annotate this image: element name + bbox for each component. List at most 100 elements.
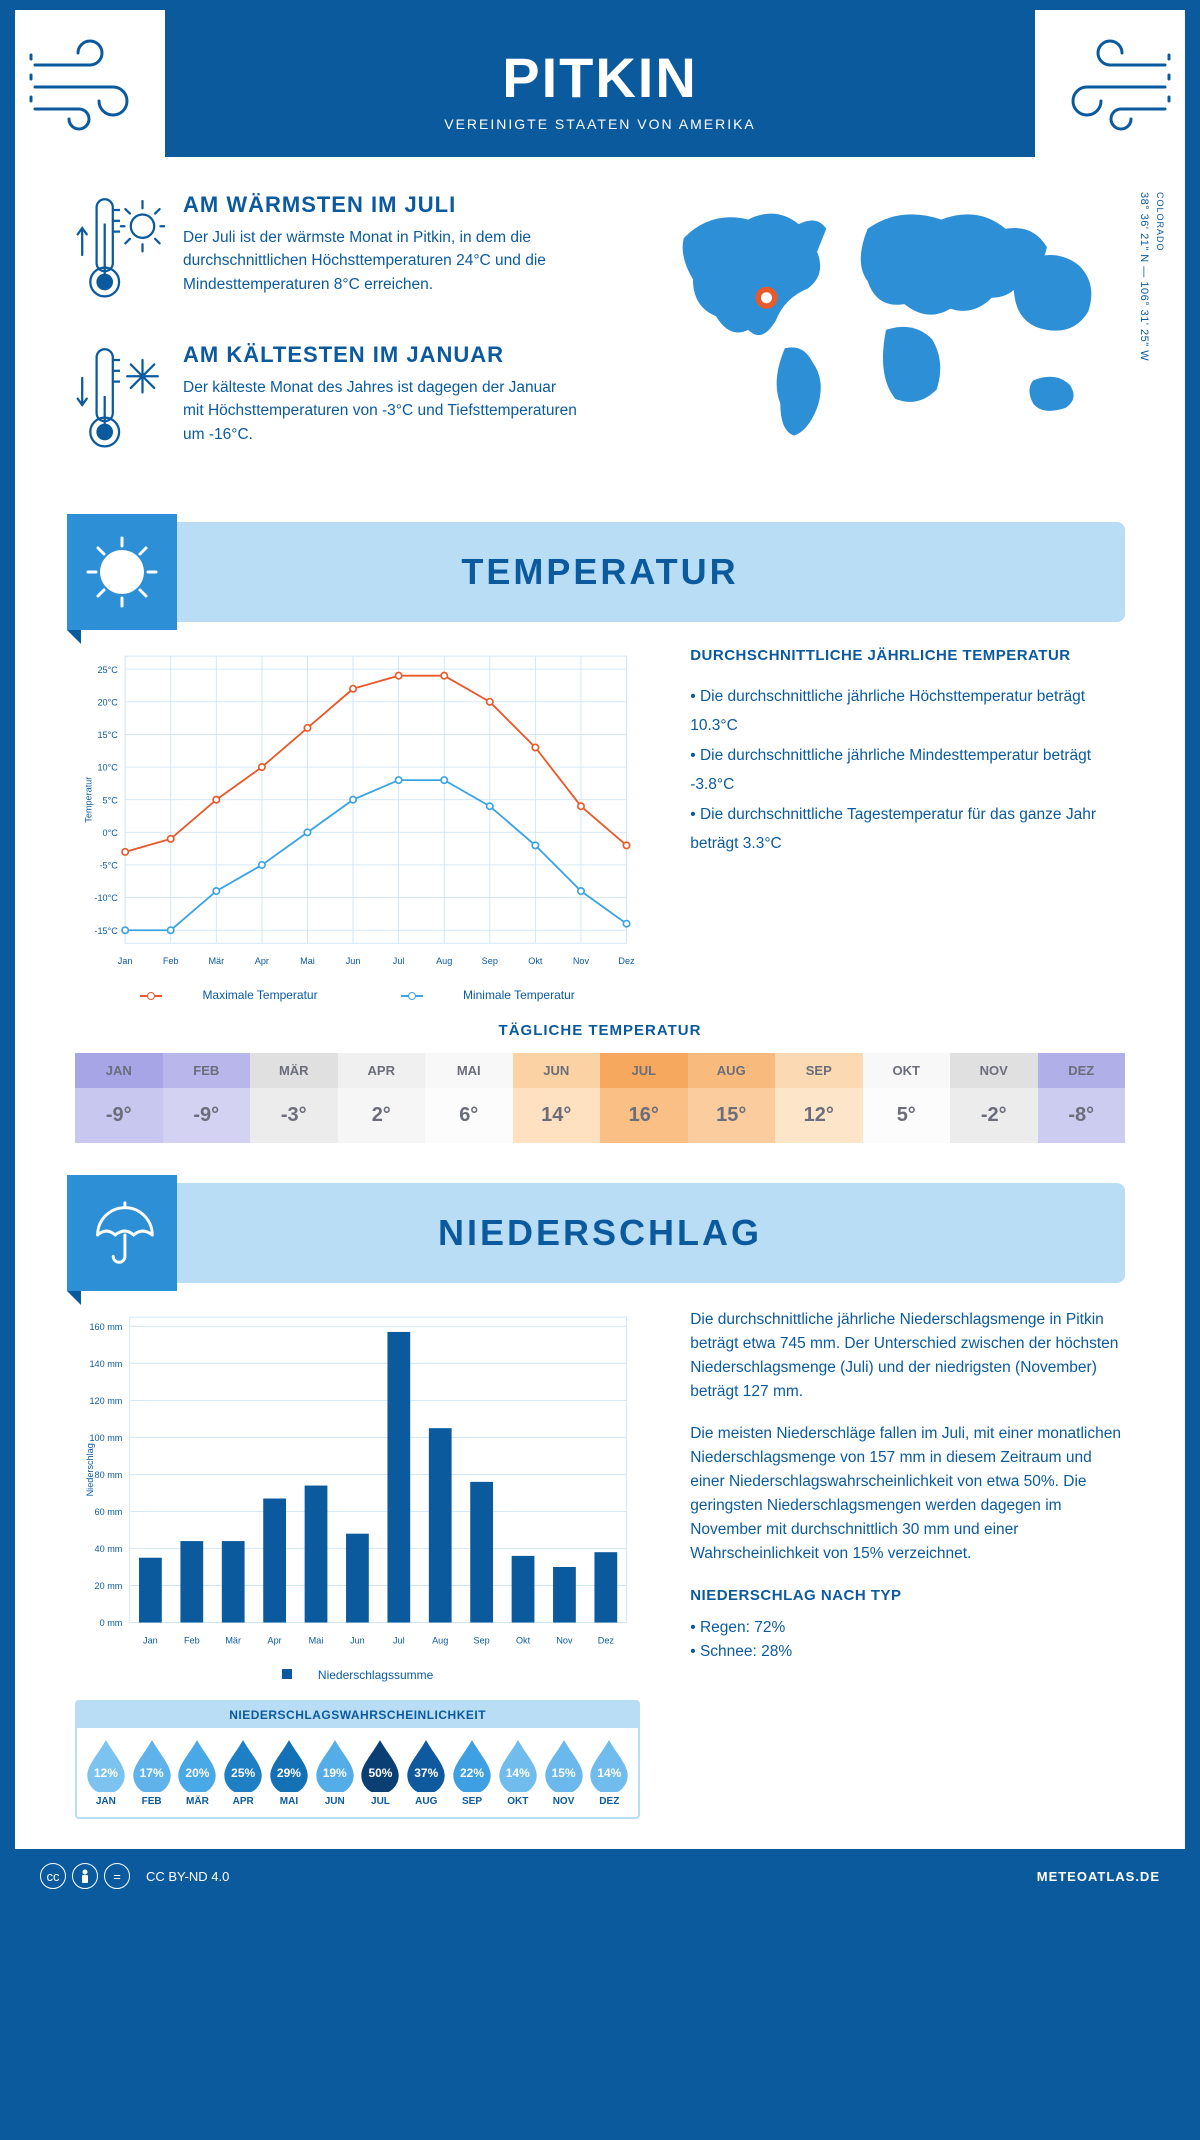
svg-text:Jun: Jun — [346, 956, 361, 966]
precip-type-2: • Schnee: 28% — [690, 1640, 1125, 1664]
wind-decoration-left — [15, 10, 165, 170]
wind-decoration-right — [1035, 10, 1185, 170]
footer: cc = CC BY-ND 4.0 METEOATLAS.DE — [15, 1849, 1185, 1904]
probability-drop: 50%JUL — [358, 1738, 404, 1807]
probability-drop: 17%FEB — [129, 1738, 175, 1807]
license-block: cc = CC BY-ND 4.0 — [40, 1863, 229, 1889]
svg-text:Okt: Okt — [528, 956, 543, 966]
svg-text:Mai: Mai — [300, 956, 315, 966]
svg-text:Nov: Nov — [556, 1636, 573, 1646]
svg-text:-15°C: -15°C — [94, 926, 118, 936]
precipitation-section-header: NIEDERSCHLAG — [75, 1183, 1125, 1283]
svg-text:Aug: Aug — [432, 1636, 448, 1646]
temp-chart-legend: .leg-sw:nth-child(1)::before{border-colo… — [75, 988, 640, 1002]
by-icon — [72, 1863, 98, 1889]
svg-text:Mär: Mär — [208, 956, 224, 966]
daily-temp-cell: APR 2° — [338, 1053, 426, 1143]
daily-temp-cell: FEB -9° — [163, 1053, 251, 1143]
daily-temp-cell: JAN -9° — [75, 1053, 163, 1143]
svg-text:Mai: Mai — [309, 1636, 324, 1646]
daily-temp-cell: JUN 14° — [513, 1053, 601, 1143]
svg-text:60 mm: 60 mm — [95, 1507, 123, 1517]
svg-text:80 mm: 80 mm — [95, 1470, 123, 1480]
svg-text:Jun: Jun — [350, 1636, 365, 1646]
precip-type-1: • Regen: 72% — [690, 1616, 1125, 1640]
temperature-title: TEMPERATUR — [461, 551, 738, 593]
daily-temp-cell: MÄR -3° — [250, 1053, 338, 1143]
svg-text:20°C: 20°C — [97, 697, 118, 707]
page-header: PITKIN VEREINIGTE STAATEN VON AMERIKA — [15, 15, 1185, 157]
svg-text:0 mm: 0 mm — [100, 1618, 123, 1628]
probability-drop: 22%SEP — [449, 1738, 495, 1807]
daily-temp-cell: JUL 16° — [600, 1053, 688, 1143]
svg-text:20 mm: 20 mm — [95, 1581, 123, 1591]
temperature-info: DURCHSCHNITTLICHE JÄHRLICHE TEMPERATUR •… — [690, 647, 1125, 1002]
precipitation-bar-chart: 0 mm20 mm40 mm60 mm80 mm100 mm120 mm140 … — [75, 1308, 640, 1654]
svg-text:0°C: 0°C — [103, 828, 119, 838]
svg-text:Aug: Aug — [436, 956, 452, 966]
svg-text:15°C: 15°C — [97, 730, 118, 740]
precipitation-probability-box: NIEDERSCHLAGSWAHRSCHEINLICHKEIT 12%JAN17… — [75, 1700, 640, 1819]
warmest-title: AM WÄRMSTEN IM JULI — [183, 192, 577, 218]
umbrella-icon — [67, 1175, 177, 1291]
probability-drop: 25%APR — [220, 1738, 266, 1807]
svg-text:Apr: Apr — [255, 956, 269, 966]
svg-text:Nov: Nov — [573, 956, 590, 966]
svg-text:Feb: Feb — [184, 1636, 200, 1646]
svg-text:Niederschlag: Niederschlag — [85, 1443, 95, 1496]
coldest-title: AM KÄLTESTEN IM JANUAR — [183, 342, 577, 368]
temperature-section-header: TEMPERATUR — [75, 522, 1125, 622]
probability-title: NIEDERSCHLAGSWAHRSCHEINLICHKEIT — [77, 1702, 638, 1728]
svg-text:Jul: Jul — [393, 956, 405, 966]
svg-text:Temperatur: Temperatur — [83, 777, 93, 823]
daily-temp-cell: OKT 5° — [863, 1053, 951, 1143]
daily-temp-cell: DEZ -8° — [1038, 1053, 1126, 1143]
svg-text:-5°C: -5°C — [100, 861, 119, 871]
svg-text:Mär: Mär — [225, 1636, 241, 1646]
probability-drop: 14%DEZ — [586, 1738, 632, 1807]
precip-chart-legend: Niederschlagssumme — [75, 1668, 640, 1682]
temp-bullet-2: • Die durchschnittliche jährliche Mindes… — [690, 741, 1125, 800]
location-title: PITKIN — [15, 45, 1185, 110]
precip-p2: Die meisten Niederschläge fallen im Juli… — [690, 1422, 1125, 1566]
precip-type-heading: NIEDERSCHLAG NACH TYP — [690, 1584, 1125, 1607]
daily-temp-cell: SEP 12° — [775, 1053, 863, 1143]
svg-text:Okt: Okt — [516, 1636, 531, 1646]
daily-temp-cell: NOV -2° — [950, 1053, 1038, 1143]
svg-text:Jul: Jul — [393, 1636, 405, 1646]
temp-info-heading: DURCHSCHNITTLICHE JÄHRLICHE TEMPERATUR — [690, 647, 1125, 664]
precip-p1: Die durchschnittliche jährliche Niedersc… — [690, 1308, 1125, 1404]
probability-drop: 14%OKT — [495, 1738, 541, 1807]
svg-text:Dez: Dez — [618, 956, 635, 966]
region-label: COLORADO — [1155, 192, 1165, 252]
intro-section: AM WÄRMSTEN IM JULI Der Juli ist der wär… — [75, 192, 1125, 492]
svg-text:25°C: 25°C — [97, 665, 118, 675]
daily-temp-cell: MAI 6° — [425, 1053, 513, 1143]
svg-text:-10°C: -10°C — [94, 893, 118, 903]
probability-drop: 12%JAN — [83, 1738, 129, 1807]
svg-text:Apr: Apr — [268, 1636, 282, 1646]
nd-icon: = — [104, 1863, 130, 1889]
warmest-text: Der Juli ist der wärmste Monat in Pitkin… — [183, 226, 577, 296]
svg-text:160 mm: 160 mm — [90, 1322, 123, 1332]
svg-text:100 mm: 100 mm — [90, 1433, 123, 1443]
svg-text:5°C: 5°C — [103, 795, 119, 805]
precipitation-info: Die durchschnittliche jährliche Niedersc… — [690, 1308, 1125, 1818]
cc-icon: cc — [40, 1863, 66, 1889]
site-name: METEOATLAS.DE — [1037, 1869, 1160, 1884]
coldest-block: AM KÄLTESTEN IM JANUAR Der kälteste Mona… — [75, 342, 577, 464]
sun-icon — [67, 514, 177, 630]
temp-bullet-1: • Die durchschnittliche jährliche Höchst… — [690, 682, 1125, 741]
svg-text:140 mm: 140 mm — [90, 1359, 123, 1369]
daily-temp-cell: AUG 15° — [688, 1053, 776, 1143]
svg-text:Jan: Jan — [118, 956, 133, 966]
svg-text:Sep: Sep — [482, 956, 498, 966]
warmest-block: AM WÄRMSTEN IM JULI Der Juli ist der wär… — [75, 192, 577, 314]
temperature-line-chart: -15°C-10°C-5°C0°C5°C10°C15°C20°C25°CJanF… — [75, 647, 640, 1002]
daily-temp-table: JAN -9°FEB -9°MÄR -3°APR 2°MAI 6°JUN 14°… — [75, 1053, 1125, 1143]
world-map: COLORADO 38° 36' 21" N — 106° 31' 25" W — [647, 192, 1125, 492]
location-subtitle: VEREINIGTE STAATEN VON AMERIKA — [15, 116, 1185, 132]
probability-drop: 37%AUG — [403, 1738, 449, 1807]
svg-text:Feb: Feb — [163, 956, 179, 966]
probability-drop: 15%NOV — [541, 1738, 587, 1807]
